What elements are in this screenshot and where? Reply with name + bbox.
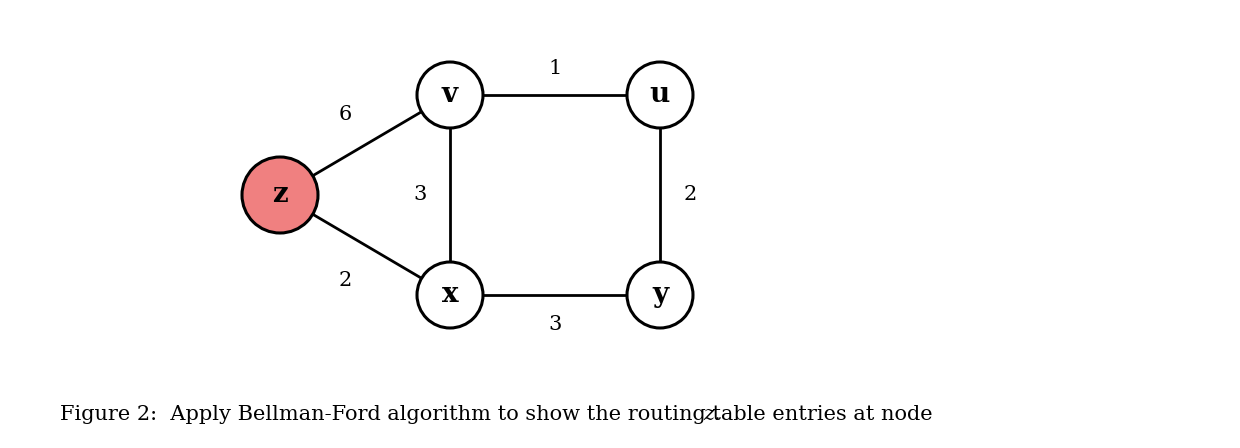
Text: Figure 2:  Apply Bellman-Ford algorithm to show the routing table entries at nod: Figure 2: Apply Bellman-Ford algorithm t… (60, 405, 939, 425)
Text: 3: 3 (548, 315, 562, 335)
Text: y: y (652, 281, 668, 309)
Ellipse shape (242, 157, 317, 233)
Ellipse shape (417, 62, 484, 128)
Ellipse shape (627, 62, 693, 128)
Text: z.: z. (703, 405, 722, 425)
Text: v: v (441, 82, 458, 108)
Ellipse shape (417, 262, 484, 328)
Text: 6: 6 (339, 105, 352, 125)
Ellipse shape (627, 262, 693, 328)
Text: z: z (273, 181, 288, 208)
Text: 2: 2 (683, 185, 697, 204)
Text: 3: 3 (413, 185, 427, 204)
Text: 1: 1 (548, 59, 562, 78)
Text: 2: 2 (339, 271, 352, 289)
Text: u: u (650, 82, 670, 108)
Text: x: x (441, 281, 459, 309)
